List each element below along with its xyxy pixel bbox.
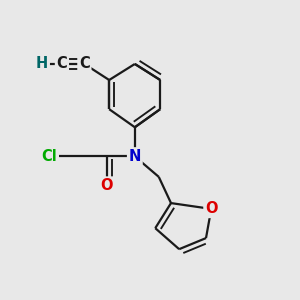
Text: Cl: Cl <box>41 149 57 164</box>
Text: O: O <box>205 201 217 216</box>
Text: C: C <box>56 56 67 71</box>
Text: C: C <box>79 56 90 71</box>
Text: N: N <box>129 149 141 164</box>
Text: O: O <box>100 178 113 193</box>
Text: H: H <box>36 56 48 71</box>
